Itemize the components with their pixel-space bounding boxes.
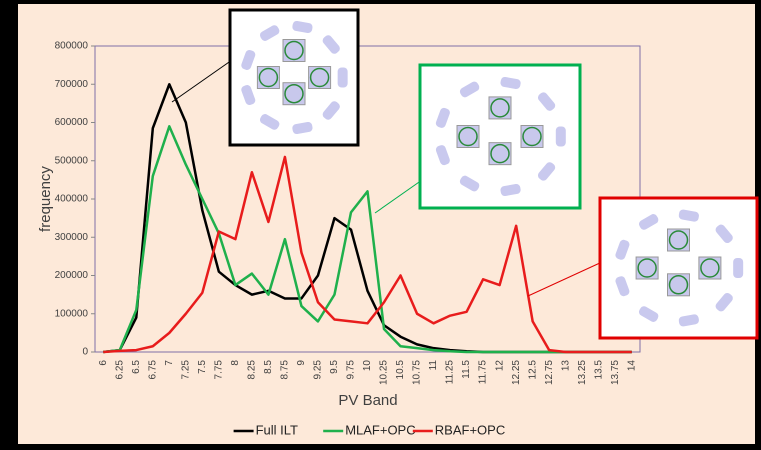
layout-shape	[489, 97, 511, 119]
x-tick-label: 12	[494, 360, 505, 372]
layout-shape	[489, 143, 511, 165]
layout-shape	[309, 67, 331, 89]
layout-shape	[668, 274, 690, 296]
x-tick-label: 13.25	[577, 360, 588, 385]
layout-shape	[668, 229, 690, 251]
x-tick-label: 9.25	[313, 360, 324, 380]
x-tick-label: 12.75	[544, 360, 555, 385]
x-tick-label: 13.5	[593, 360, 604, 380]
x-tick-label: 8	[230, 360, 241, 366]
y-tick-label: 400000	[55, 194, 89, 205]
x-tick-label: 6.25	[114, 360, 125, 380]
x-tick-label: 8.75	[280, 360, 291, 380]
legend-text: MLAF+OPC	[345, 422, 415, 437]
x-tick-label: 11.25	[445, 360, 456, 385]
layout-shape	[699, 257, 721, 279]
x-tick-label: 8.25	[247, 360, 258, 380]
x-tick-label: 7.25	[180, 360, 191, 380]
x-tick-label: 14	[626, 360, 637, 372]
layout-shape	[556, 127, 566, 147]
y-tick-label: 600000	[55, 117, 89, 128]
x-tick-label: 9.75	[346, 360, 357, 380]
y-tick-label: 100000	[55, 308, 89, 319]
y-tick-label: 700000	[55, 79, 89, 90]
x-tick-label: 13	[560, 360, 571, 372]
x-axis-title: PV Band	[338, 392, 397, 409]
x-tick-label: 8.5	[263, 360, 274, 374]
y-tick-label: 200000	[55, 270, 89, 281]
x-tick-label: 10	[362, 360, 373, 372]
x-tick-label: 12.5	[527, 360, 538, 380]
x-tick-label: 10.75	[412, 360, 423, 385]
x-tick-label: 11	[428, 360, 439, 371]
x-tick-label: 11.75	[478, 360, 489, 385]
y-tick-label: 0	[82, 347, 88, 358]
layout-shape	[733, 258, 743, 278]
layout-shape	[636, 257, 658, 279]
layout-shape	[457, 126, 479, 148]
x-tick-label: 9.5	[329, 360, 340, 374]
chart: frequency PV Band 0 100000 200000 300000 400…	[0, 0, 761, 450]
layout-shape	[338, 68, 348, 88]
layout-shape	[257, 67, 279, 89]
y-tick-label: 800000	[55, 41, 89, 52]
layout-shape	[521, 126, 543, 148]
x-tick-label: 7	[164, 360, 175, 366]
x-tick-label: 6	[98, 360, 109, 366]
x-tick-label: 7.5	[197, 360, 208, 374]
x-tick-label: 11.5	[461, 360, 472, 379]
y-axis-title: frequency	[37, 166, 54, 232]
x-tick-label: 12.25	[511, 360, 522, 385]
x-tick-label: 10.25	[379, 360, 390, 385]
x-tick-label: 10.5	[395, 360, 406, 380]
x-tick-label: 9	[296, 360, 307, 366]
layout-shape	[283, 40, 305, 62]
layout-shape	[283, 83, 305, 105]
x-tick-label: 6.75	[147, 360, 158, 380]
legend-text: Full ILT	[256, 422, 298, 437]
y-tick-label: 300000	[55, 232, 89, 243]
x-tick-label: 6.5	[131, 360, 142, 374]
x-tick-label: 7.75	[214, 360, 225, 380]
legend-text: RBAF+OPC	[435, 422, 505, 437]
y-tick-label: 500000	[55, 155, 89, 166]
x-tick-label: 13.75	[610, 360, 621, 385]
